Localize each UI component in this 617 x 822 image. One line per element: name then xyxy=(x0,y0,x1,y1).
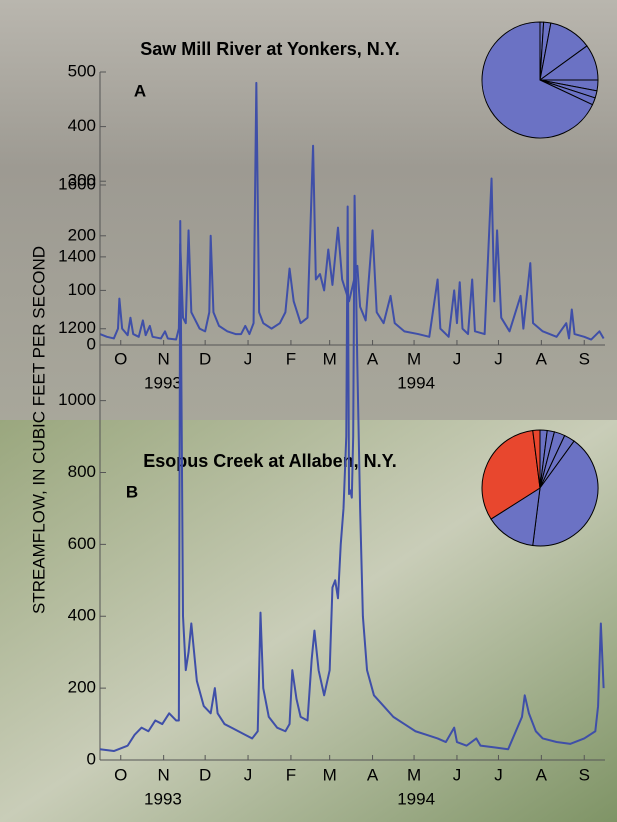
y-tick-label: 800 xyxy=(68,462,96,481)
x-tick-label: J xyxy=(494,765,503,784)
y-tick-label: 1000 xyxy=(58,390,96,409)
x-tick-label: M xyxy=(407,349,421,368)
y-tick-label: 300 xyxy=(68,171,96,190)
chart-title: Esopus Creek at Allaben, N.Y. xyxy=(143,451,396,471)
x-tick-label: D xyxy=(199,765,211,784)
panel-label: B xyxy=(126,482,138,501)
y-tick-label: 1600 xyxy=(58,174,96,193)
x-tick-label: J xyxy=(453,349,462,368)
y-tick-label: 100 xyxy=(68,280,96,299)
x-tick-label: N xyxy=(158,765,170,784)
y-tick-label: 400 xyxy=(68,606,96,625)
x-tick-label: M xyxy=(323,765,337,784)
x-tick-label: A xyxy=(536,349,548,368)
x-tick-label: M xyxy=(407,765,421,784)
y-tick-label: 400 xyxy=(68,116,96,135)
y-tick-label: 500 xyxy=(68,61,96,80)
x-tick-label: A xyxy=(367,349,379,368)
pie-slice xyxy=(490,487,541,547)
pie-slice xyxy=(481,429,541,520)
y-tick-label: 1200 xyxy=(58,318,96,337)
year-label: 1994 xyxy=(397,373,435,392)
chart-title: Saw Mill River at Yonkers, N.Y. xyxy=(140,39,399,59)
year-label: 1994 xyxy=(397,789,435,808)
y-tick-label: 1400 xyxy=(58,246,96,265)
year-label: 1993 xyxy=(144,789,182,808)
x-tick-label: J xyxy=(244,349,253,368)
x-tick-label: M xyxy=(323,349,337,368)
streamflow-line xyxy=(99,194,605,753)
year-label: 1993 xyxy=(144,373,182,392)
x-tick-label: A xyxy=(536,765,548,784)
y-tick-label: 0 xyxy=(87,334,96,353)
x-tick-label: J xyxy=(453,765,462,784)
y-tick-label: 0 xyxy=(87,749,96,768)
x-tick-label: N xyxy=(158,349,170,368)
x-tick-label: D xyxy=(199,349,211,368)
y-tick-label: 600 xyxy=(68,534,96,553)
pie-slice xyxy=(532,429,541,489)
x-tick-label: F xyxy=(286,349,296,368)
y-tick-label: 200 xyxy=(68,678,96,697)
x-tick-label: O xyxy=(114,349,127,368)
pie-slice xyxy=(481,21,594,139)
x-tick-label: O xyxy=(114,765,127,784)
pie-slice xyxy=(532,440,599,547)
x-tick-label: S xyxy=(579,349,590,368)
x-tick-label: J xyxy=(494,349,503,368)
x-tick-label: J xyxy=(244,765,253,784)
x-tick-label: F xyxy=(286,765,296,784)
y-tick-label: 200 xyxy=(68,225,96,244)
streamflow-line xyxy=(99,81,605,341)
x-tick-label: S xyxy=(579,765,590,784)
x-tick-label: A xyxy=(367,765,379,784)
panel-label: A xyxy=(134,81,146,100)
y-axis-label: STREAMFLOW, IN CUBIC FEET PER SECOND xyxy=(29,246,48,614)
